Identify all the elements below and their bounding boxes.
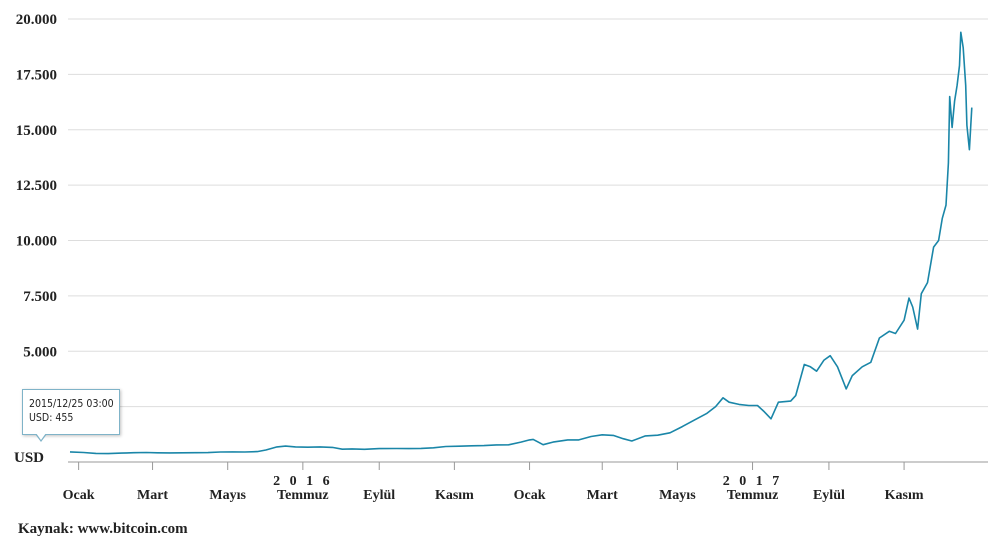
y-tick-label: 5.000 bbox=[23, 344, 57, 360]
x-tick-label: Kasım bbox=[885, 488, 924, 503]
x-tick-label: Mart bbox=[587, 488, 618, 503]
tooltip-pointer-fill bbox=[36, 433, 46, 440]
y-tick-label: 15.000 bbox=[16, 123, 57, 139]
y-tick-label: 17.500 bbox=[16, 67, 57, 83]
tooltip-date: 2015/12/25 03:00 bbox=[29, 398, 114, 410]
x-tick-label: Eylül bbox=[363, 488, 395, 503]
x-year-label: 2 0 1 7 bbox=[723, 474, 783, 489]
gridlines bbox=[68, 18, 988, 463]
series-layer bbox=[69, 31, 973, 455]
x-tick-label: Ocak bbox=[63, 488, 95, 503]
y-tick-label: 10.000 bbox=[16, 234, 57, 250]
x-tick-label: Eylül bbox=[813, 488, 845, 503]
series-line bbox=[69, 31, 973, 455]
x-tick-label: Mart bbox=[137, 488, 168, 503]
x-tick-label: Temmuz bbox=[277, 488, 329, 503]
x-tick-label: Temmuz bbox=[727, 488, 779, 503]
y-tick-label: 12.500 bbox=[16, 178, 57, 194]
data-tooltip: 2015/12/25 03:00 USD: 455 bbox=[22, 389, 120, 435]
y-axis-ticks: 5.000 7.500 10.000 12.500 15.000 17.500 20.000 bbox=[16, 12, 57, 360]
x-tick-label: Ocak bbox=[514, 488, 546, 503]
x-tick-label: Mayıs bbox=[659, 488, 696, 503]
x-tick-label: Mayıs bbox=[209, 488, 246, 503]
x-tick-label: Kasım bbox=[435, 488, 474, 503]
tooltip-value: USD: 455 bbox=[29, 412, 74, 424]
x-axis: Ocak Mart Mayıs Temmuz Eylül Kasım Ocak Mart May… bbox=[63, 461, 988, 503]
x-year-label: 2 0 1 6 bbox=[273, 474, 333, 489]
y-tick-label: 7.500 bbox=[23, 289, 57, 305]
source-credit: Kaynak: www.bitcoin.com bbox=[18, 521, 188, 537]
y-tick-label: 20.000 bbox=[16, 12, 57, 28]
y-axis-unit-label: USD bbox=[14, 450, 44, 466]
